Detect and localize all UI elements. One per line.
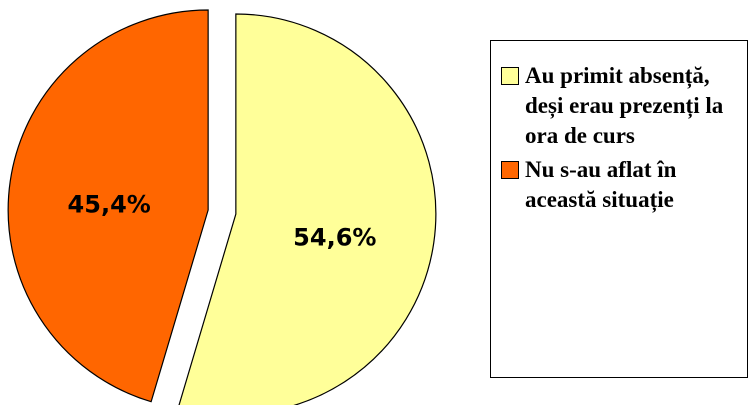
legend-label: Nu s-au aflat în această situație: [525, 157, 677, 212]
legend-label: Au primit absență, deși erau prezenți la…: [525, 63, 724, 148]
pie-slice: [7, 9, 209, 403]
legend-entry: Au primit absență, deși erau prezenți la…: [501, 61, 741, 151]
legend-entry: Nu s-au aflat în această situație: [501, 155, 741, 215]
legend-swatch: [501, 67, 519, 85]
pie-slice: [178, 13, 437, 405]
chart: 54,6% 45,4%: [7, 9, 437, 405]
legend-swatch: [501, 161, 519, 179]
data-label: 54,6%: [293, 223, 376, 251]
data-label: 45,4%: [68, 191, 151, 219]
legend: Au primit absență, deși erau prezenți la…: [490, 40, 748, 378]
